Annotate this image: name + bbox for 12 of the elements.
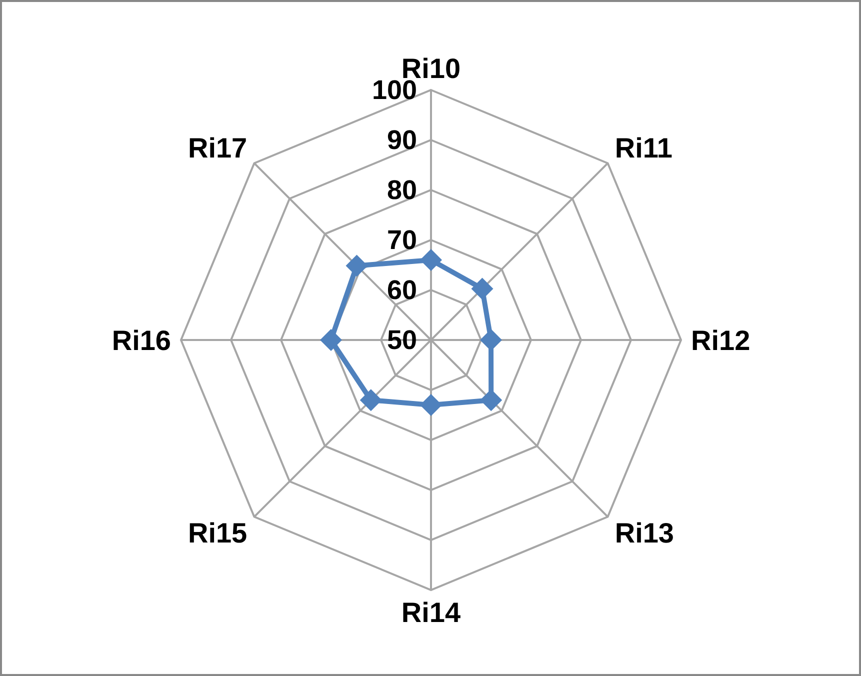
y-tick-label: 90	[386, 125, 417, 155]
y-tick-label: 60	[386, 275, 417, 305]
spoke-label: Ri17	[188, 132, 248, 164]
spoke-label: Ri12	[691, 325, 750, 356]
spoke-label: Ri13	[614, 517, 674, 548]
spoke-label: Ri15	[188, 517, 248, 548]
spoke-label: Ri14	[401, 597, 461, 628]
y-tick-label: 50	[386, 325, 417, 355]
y-tick-label: 70	[386, 225, 417, 255]
spoke-label: Ri11	[614, 132, 672, 164]
spoke-label: Ri16	[112, 325, 171, 356]
y-tick-label: 80	[386, 175, 417, 205]
